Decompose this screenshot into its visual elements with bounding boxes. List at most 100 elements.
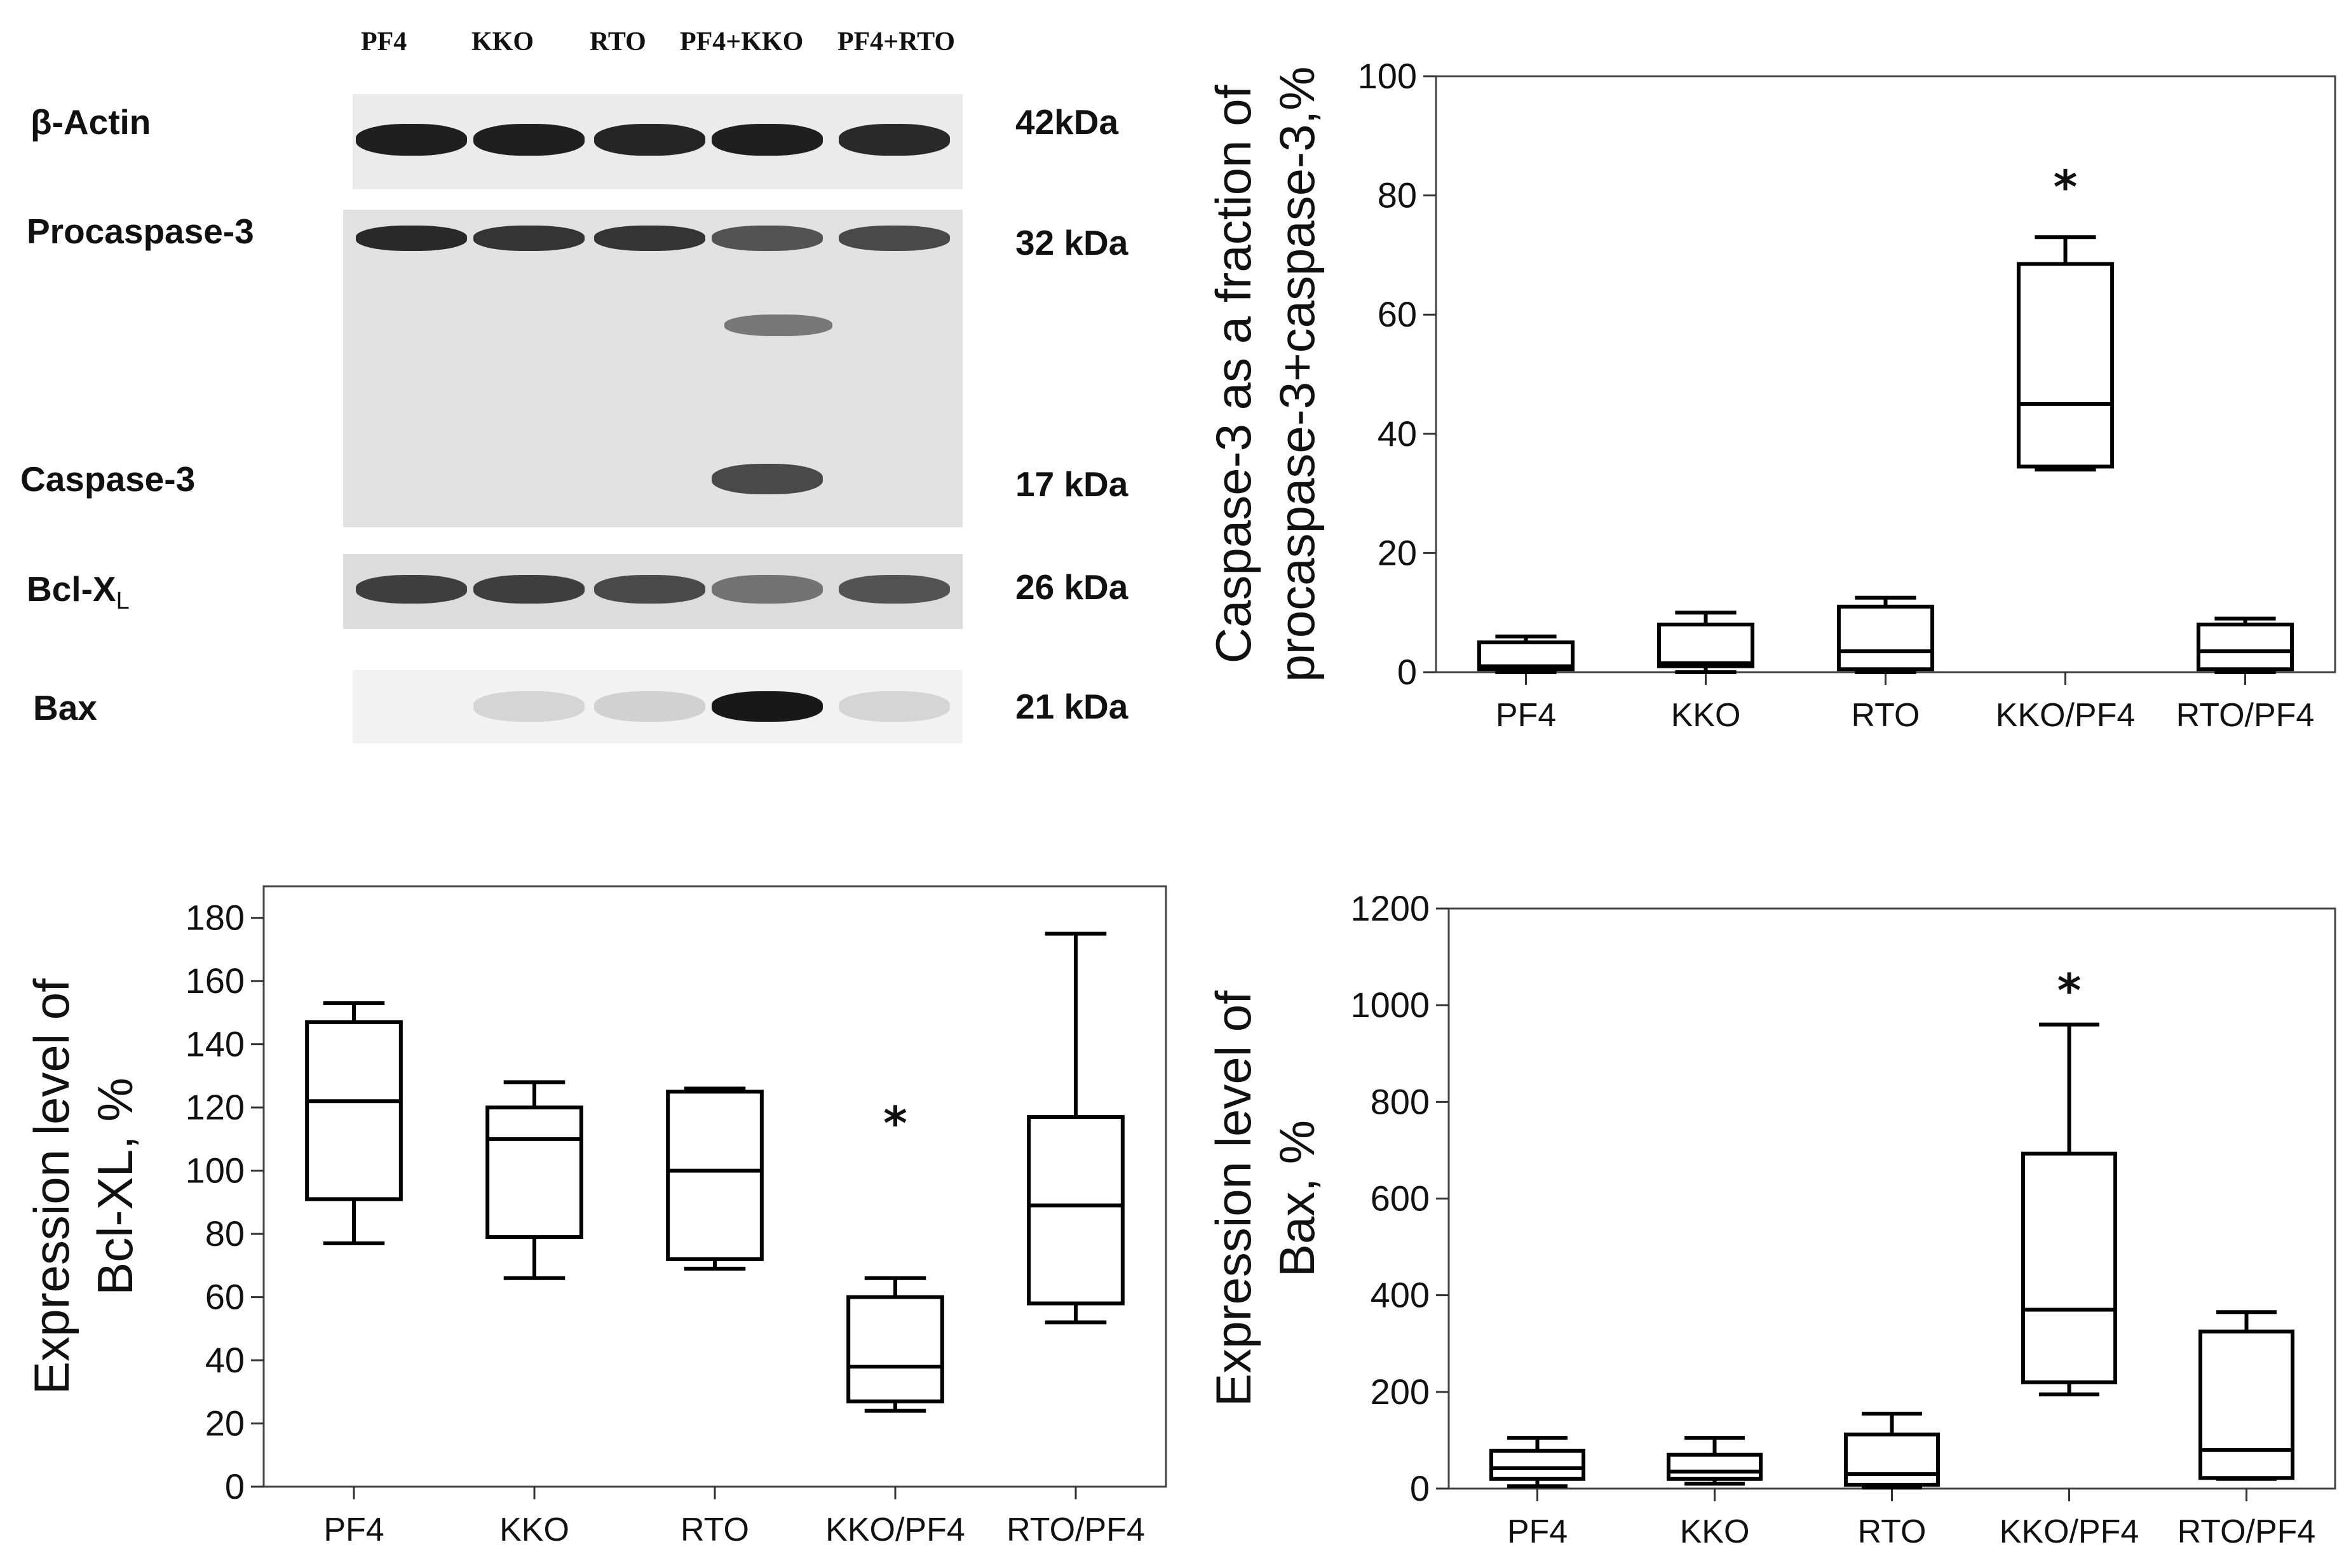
bax-chart-svg: 0 200 400 600 800 1000 1200 PF4 KKO RTO KKO/PF4 RTO… [1205, 888, 2336, 1550]
lane-header-kko: KKO [471, 27, 534, 57]
y-axis-label: Bax, % [1269, 1120, 1325, 1277]
y-tick-label: 120 [186, 1087, 245, 1127]
bcl-label-subscript: L [116, 588, 130, 614]
y-tick-label: 1200 [1350, 888, 1430, 928]
y-tick-label: 20 [205, 1403, 245, 1443]
blot-band-row1-lane0 [356, 226, 467, 251]
bcl-chart-svg: 0 20 40 60 80 100 120 140 160 180 PF4 KKO RTO KKO/PF4… [24, 885, 1167, 1548]
box-iqr [2196, 622, 2294, 672]
blot-band-row0-lane1 [473, 124, 585, 156]
box-rto [1843, 1412, 1941, 1490]
blot-band-row4-lane4 [839, 691, 950, 722]
chart-bax-expression: 0 200 400 600 800 1000 1200 PF4 KKO RTO KKO/PF4 RTO… [1195, 826, 2344, 1565]
box-iqr [1666, 1452, 1763, 1481]
x-tick-label: RTO/PF4 [2176, 697, 2315, 734]
x-tick-label: KKO/PF4 [825, 1511, 965, 1548]
y-tick-label: 40 [1378, 414, 1417, 454]
y-axis-label: Caspase-3 as a fraction of [1205, 84, 1261, 663]
y-tick-label: 1000 [1350, 985, 1430, 1025]
blot-band-row3-lane3 [712, 575, 823, 604]
box-pf4 [305, 1001, 403, 1246]
y-tick-label: 100 [186, 1151, 245, 1191]
x-tick-label: KKO [499, 1511, 569, 1548]
y-tick-label: 0 [1410, 1468, 1430, 1508]
y-tick-label: 200 [1371, 1372, 1430, 1412]
row-label-bcl-xl: Bcl-XL [27, 569, 130, 615]
box-iqr [1656, 622, 1755, 668]
blot-band-cleavage-fragment [724, 314, 832, 336]
blot-band-row0-lane4 [839, 124, 950, 156]
blot-band-row1-lane2 [594, 226, 705, 251]
lane-header-pf4-kko: PF4+KKO [680, 27, 804, 57]
plot-frame [1435, 75, 2336, 673]
blot-strip-procaspase-caspase [343, 210, 963, 527]
box-kko [1656, 611, 1755, 674]
blot-band-row3-lane0 [356, 575, 467, 604]
western-blot-panel: PF4 KKO RTO PF4+KKO PF4+RTO β-Actin Proc… [0, 0, 1182, 750]
x-tick-label: PF4 [1507, 1513, 1568, 1550]
box-iqr [846, 1295, 944, 1403]
y-axis-label: Expression level of [1205, 990, 1261, 1407]
y-tick-label: 400 [1371, 1275, 1430, 1315]
blot-band-row3-lane1 [473, 575, 585, 604]
y-tick-label: 180 [186, 898, 245, 938]
x-tick-label: KKO [1671, 697, 1741, 734]
y-axis-label: Bcl-XL, % [87, 1078, 143, 1295]
row-label-bax: Bax [33, 688, 97, 727]
box-rto-pf4 [1027, 931, 1125, 1325]
blot-band-row3-lane2 [594, 575, 705, 604]
y-tick-label: 80 [205, 1213, 245, 1254]
blot-band-row1-lane3 [712, 226, 823, 251]
bcl-label-main: Bcl-X [27, 569, 116, 609]
caspase-chart-svg: 0 20 40 60 80 100 PF4 KKO RTO KKO/PF4 RTO/PF4 * Casp… [1205, 56, 2336, 734]
y-tick-label: 0 [1397, 652, 1417, 692]
box-iqr [2021, 1151, 2118, 1384]
box-iqr [305, 1020, 403, 1201]
y-tick-label: 100 [1358, 56, 1417, 96]
significance-marker: * [883, 1097, 907, 1150]
box-iqr [485, 1105, 583, 1240]
box-kko-pf4 [846, 1276, 944, 1413]
lane-header-rto: RTO [590, 27, 646, 57]
blot-band-row4-lane2 [594, 691, 705, 722]
x-tick-label: PF4 [323, 1511, 384, 1548]
y-tick-label: 140 [186, 1024, 245, 1064]
box-iqr [1489, 1449, 1586, 1481]
kda-label-bcl: 26 kDa [1015, 567, 1128, 607]
blot-band-row1-lane4 [839, 226, 950, 251]
blot-band-row3-lane4 [839, 575, 950, 604]
y-tick-label: 0 [225, 1466, 245, 1506]
blot-band-row4-lane1 [473, 691, 585, 722]
blot-band-row4-lane3 [712, 691, 823, 722]
blot-band-row1-lane1 [473, 226, 585, 251]
x-tick-label: KKO/PF4 [1996, 697, 2136, 734]
box-kko-pf4 [2021, 1022, 2118, 1396]
significance-marker: * [2057, 964, 2082, 1017]
box-iqr [2198, 1329, 2295, 1480]
y-axis-label: procaspase-3+caspase-3,% [1269, 66, 1325, 682]
kda-label-caspase: 17 kDa [1015, 464, 1128, 504]
x-tick-label: RTO [681, 1511, 749, 1548]
blot-band-row0-lane2 [594, 124, 705, 156]
box-kko-pf4 [2016, 235, 2115, 472]
y-tick-label: 40 [205, 1340, 245, 1380]
box-kko [485, 1080, 583, 1280]
y-tick-label: 80 [1378, 175, 1417, 215]
kda-label-procaspase: 32 kDa [1015, 223, 1128, 262]
chart-bcl-xl-expression: 0 20 40 60 80 100 120 140 160 180 PF4 KKO RTO KKO/PF4… [0, 826, 1182, 1565]
box-iqr [1836, 604, 1935, 672]
box-rto-pf4 [2198, 1310, 2295, 1481]
box-iqr [1843, 1432, 1941, 1487]
x-tick-label: RTO/PF4 [2178, 1513, 2316, 1550]
box-rto [1836, 595, 1935, 674]
y-axis-label: Expression level of [24, 978, 79, 1395]
box-rto [666, 1086, 764, 1271]
box-pf4 [1477, 634, 1575, 674]
box-pf4 [1489, 1436, 1586, 1489]
x-tick-label: KKO [1680, 1513, 1750, 1550]
y-tick-label: 600 [1371, 1179, 1430, 1219]
box-iqr [666, 1090, 764, 1261]
x-tick-label: RTO [1858, 1513, 1927, 1550]
kda-label-actin: 42kDa [1015, 102, 1119, 142]
significance-marker: * [2054, 160, 2078, 213]
